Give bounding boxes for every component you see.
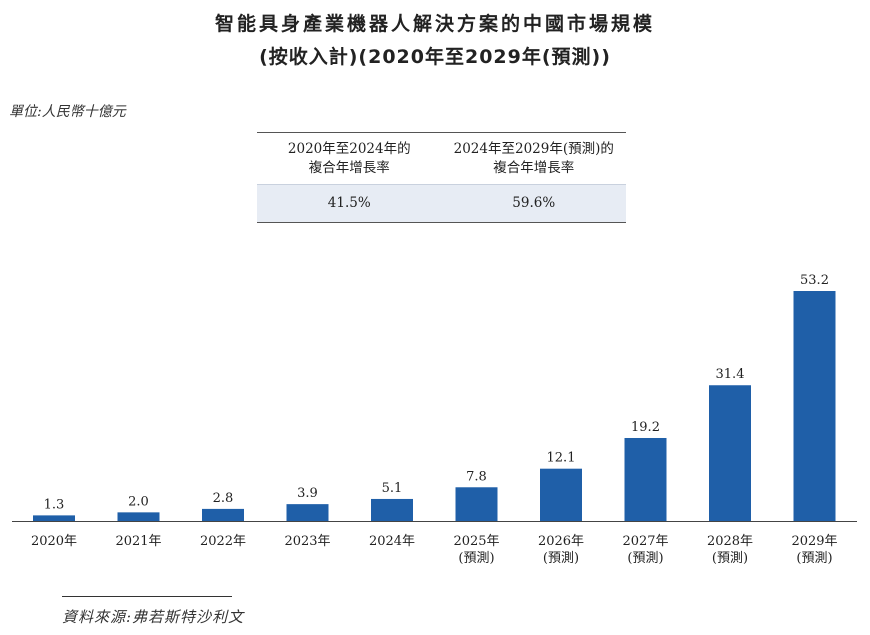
data-label: 53.2 [800,273,829,288]
bar [793,291,836,521]
x-tick-label: (預測) [796,551,832,566]
cagr-value-2020-2024: 41.5% [327,195,371,211]
source-note: 資料來源:弗若斯特沙利文 [62,608,245,626]
x-tick-label: 2029年 [791,534,837,549]
data-label: 1.3 [44,497,65,512]
x-tick-label: (預測) [543,551,579,566]
bar [709,385,751,521]
x-tick-label: 2025年 [453,534,499,549]
x-tick-label: 2028年 [707,534,753,549]
data-label: 12.1 [547,451,576,466]
x-tick-label: 2026年 [538,534,584,549]
cagr-header-row: 2020年至2024年的 複合年增長率 2024年至2029年(預測)的 複合年… [257,133,626,184]
cagr-header-text: 複合年增長率 [493,159,575,176]
bar [455,487,498,521]
data-label: 5.1 [382,481,403,496]
cagr-header-2020-2024: 2020年至2024年的 複合年增長率 [257,140,442,178]
cagr-header-text: 2020年至2024年的 [287,140,411,157]
bar [540,468,582,521]
x-tick-label: 2021年 [115,534,161,549]
data-label: 3.9 [297,486,318,501]
x-tick-label: (預測) [712,551,748,566]
data-label: 2.0 [128,494,149,509]
x-tick-label: 2023年 [284,534,330,549]
cagr-value-2024-2029: 59.6% [512,195,556,211]
x-tick-label: 2020年 [31,534,77,549]
data-label: 2.8 [213,491,234,506]
chart-subtitle: (按收入計)(2020年至2029年(預測)) [259,46,611,68]
bar [202,508,244,521]
cagr-header-text: 複合年增長率 [308,159,390,176]
x-tick-label: (預測) [627,551,663,566]
bar [117,512,160,521]
chart-title: 智能具身產業機器人解決方案的中國市場規模 [214,13,655,35]
x-tick-label: 2027年 [622,534,668,549]
data-label: 31.4 [716,367,745,382]
cagr-value-row: 41.5% 59.6% [257,184,626,222]
data-label: 19.2 [631,420,660,435]
x-tick-label: 2024年 [369,534,415,549]
bar [624,437,667,521]
x-tick-label: 2022年 [200,534,246,549]
cagr-header-2024-2029: 2024年至2029年(預測)的 複合年增長率 [442,140,627,178]
x-tick-label: (預測) [458,551,494,566]
bar [286,504,329,521]
bar [33,515,75,521]
unit-label: 單位:人民幣十億元 [9,104,126,120]
data-label: 7.8 [466,469,487,484]
source-divider [62,596,232,597]
cagr-table: 2020年至2024年的 複合年增長率 2024年至2029年(預測)的 複合年… [257,132,626,223]
cagr-header-text: 2024年至2029年(預測)的 [453,140,614,157]
bar [371,498,413,521]
